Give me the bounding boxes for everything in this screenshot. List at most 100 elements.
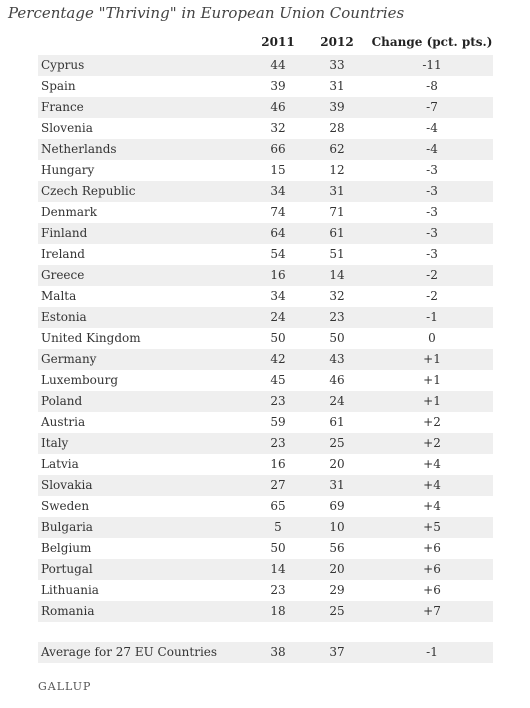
country-name: Sweden	[41, 499, 90, 513]
value-2012: 46	[329, 373, 345, 387]
value-2012: 61	[329, 415, 345, 429]
value-change: +4	[423, 478, 441, 492]
table-title: Percentage "Thriving" in European Union …	[8, 4, 405, 22]
country-name: Spain	[41, 79, 76, 93]
country-name: Cyprus	[41, 58, 85, 72]
table-row: Cyprus 44 33 -11	[38, 55, 493, 76]
country-name: Czech Republic	[41, 184, 136, 198]
country-name: Ireland	[41, 247, 85, 261]
country-table: Cyprus 44 33 -11 Spain 39 31 -8 France 46 39 -7 Slov…	[38, 55, 493, 622]
value-2011: 50	[270, 331, 286, 345]
value-change: +6	[423, 541, 441, 555]
value-2012: 23	[329, 310, 345, 324]
value-2011: 18	[270, 604, 286, 618]
value-change: +7	[423, 604, 441, 618]
value-change: -3	[426, 226, 438, 240]
value-2012: 28	[329, 121, 345, 135]
table-row: Portugal 14 20 +6	[38, 559, 493, 580]
country-name: Finland	[41, 226, 88, 240]
country-name: Malta	[41, 289, 77, 303]
value-2012: 24	[329, 394, 345, 408]
value-2012: 31	[329, 184, 345, 198]
value-2012: 20	[329, 457, 345, 471]
value-2011: 42	[270, 352, 286, 366]
value-2011: 14	[270, 562, 286, 576]
table-row: Hungary 15 12 -3	[38, 160, 493, 181]
value-2012: 31	[329, 79, 345, 93]
value-change: -11	[422, 58, 442, 72]
country-name: Belgium	[41, 541, 92, 555]
value-change: +1	[423, 394, 441, 408]
value-2012: 39	[329, 100, 345, 114]
country-name: United Kingdom	[41, 331, 141, 345]
country-name: Estonia	[41, 310, 87, 324]
country-name: Italy	[41, 436, 69, 450]
value-change: +1	[423, 373, 441, 387]
gallup-logo: GALLUP	[38, 680, 92, 693]
country-name: Poland	[41, 394, 83, 408]
value-2012: 29	[329, 583, 345, 597]
country-name: France	[41, 100, 84, 114]
value-2012: 56	[329, 541, 345, 555]
country-name: Germany	[41, 352, 97, 366]
value-2011: 65	[270, 499, 286, 513]
value-2011: 64	[270, 226, 286, 240]
value-2011: 24	[270, 310, 286, 324]
value-change: -4	[426, 121, 438, 135]
table-row: Belgium 50 56 +6	[38, 538, 493, 559]
value-2011: 23	[270, 583, 286, 597]
value-2012: 14	[329, 268, 345, 282]
table-row: Lithuania 23 29 +6	[38, 580, 493, 601]
table-row: Austria 59 61 +2	[38, 412, 493, 433]
value-change: +4	[423, 499, 441, 513]
table-row: Latvia 16 20 +4	[38, 454, 493, 475]
value-2011: 74	[270, 205, 286, 219]
table-row: Malta 34 32 -2	[38, 286, 493, 307]
value-2011: 34	[270, 289, 286, 303]
value-change: -8	[426, 79, 438, 93]
value-2012: 10	[329, 520, 345, 534]
country-name: Romania	[41, 604, 95, 618]
table-row: France 46 39 -7	[38, 97, 493, 118]
average-row: Average for 27 EU Countries 38 37 -1	[38, 642, 493, 663]
value-2011: 23	[270, 394, 286, 408]
table-row: Greece 16 14 -2	[38, 265, 493, 286]
value-change: -4	[426, 142, 438, 156]
country-name: Greece	[41, 268, 85, 282]
value-2012: 31	[329, 478, 345, 492]
value-2011: 27	[270, 478, 286, 492]
table-row: Poland 23 24 +1	[38, 391, 493, 412]
column-header-2011: 2011	[261, 35, 295, 49]
country-name: Luxembourg	[41, 373, 118, 387]
value-2011: 59	[270, 415, 286, 429]
value-2012: 25	[329, 436, 345, 450]
average-label: Average for 27 EU Countries	[41, 645, 218, 659]
value-2011: 46	[270, 100, 286, 114]
value-2012: 12	[329, 163, 345, 177]
table-row: Sweden 65 69 +4	[38, 496, 493, 517]
value-2011: 16	[270, 268, 286, 282]
value-change: -3	[426, 247, 438, 261]
value-2011: 44	[270, 58, 286, 72]
table-row: Italy 23 25 +2	[38, 433, 493, 454]
table-row: Romania 18 25 +7	[38, 601, 493, 622]
country-name: Slovenia	[41, 121, 93, 135]
value-change: -2	[426, 289, 438, 303]
value-change: +6	[423, 583, 441, 597]
value-change: +2	[423, 436, 441, 450]
table-row: Ireland 54 51 -3	[38, 244, 493, 265]
table-row: Bulgaria 5 10 +5	[38, 517, 493, 538]
value-change: -1	[426, 310, 438, 324]
country-name: Portugal	[41, 562, 93, 576]
value-2011: 34	[270, 184, 286, 198]
country-name: Hungary	[41, 163, 95, 177]
value-2012: 62	[329, 142, 345, 156]
table-row: Finland 64 61 -3	[38, 223, 493, 244]
value-change: -3	[426, 184, 438, 198]
value-2011: 15	[270, 163, 286, 177]
value-change: -3	[426, 205, 438, 219]
value-2011: 50	[270, 541, 286, 555]
country-name: Latvia	[41, 457, 79, 471]
table-row: Denmark 74 71 -3	[38, 202, 493, 223]
value-2011: 45	[270, 373, 286, 387]
